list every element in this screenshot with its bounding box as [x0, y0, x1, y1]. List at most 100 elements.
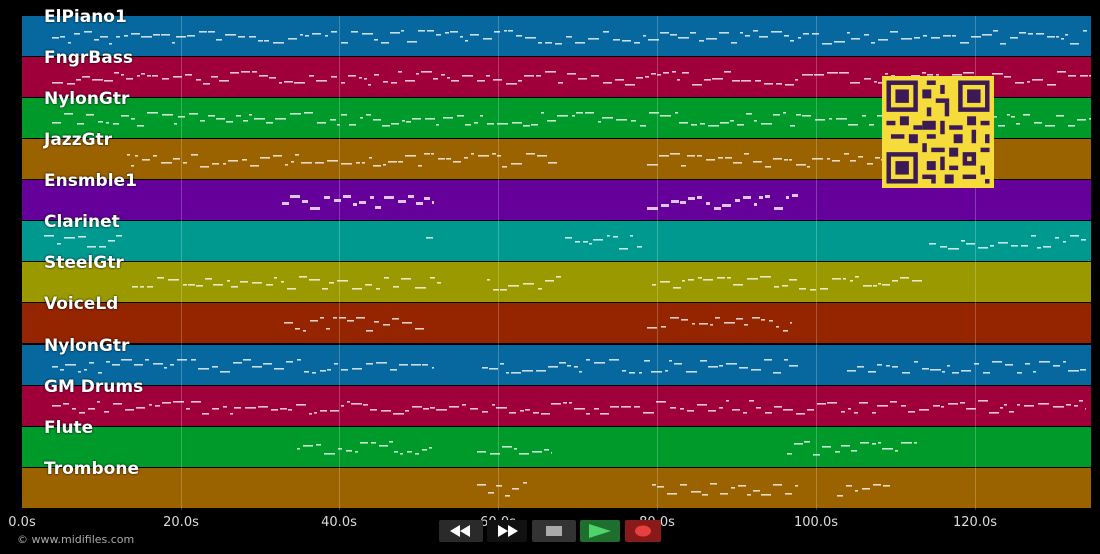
record-button[interactable]: [625, 520, 661, 542]
note: [724, 322, 735, 324]
note: [640, 125, 646, 127]
note: [744, 153, 749, 155]
note: [356, 162, 360, 164]
track-lane[interactable]: [22, 16, 1091, 56]
note: [450, 31, 458, 33]
note: [355, 451, 358, 453]
note: [892, 280, 898, 282]
note: [859, 402, 868, 404]
note: [795, 485, 798, 487]
rewind-button[interactable]: [439, 520, 483, 542]
note: [538, 42, 542, 44]
note: [412, 406, 422, 408]
note: [1016, 123, 1020, 125]
note: [285, 164, 288, 166]
note: [890, 401, 897, 403]
note: [841, 445, 850, 447]
note: [134, 364, 143, 366]
note-overlay: [44, 30, 1091, 497]
note: [351, 403, 362, 405]
note: [242, 159, 247, 161]
note: [480, 115, 483, 117]
note: [576, 112, 583, 114]
note: [519, 453, 529, 455]
note: [572, 115, 575, 117]
note: [273, 42, 284, 44]
note: [200, 120, 205, 122]
track-lane[interactable]: [22, 427, 1091, 467]
note: [430, 277, 435, 279]
track-name: SteelGtr: [44, 253, 124, 273]
note: [773, 158, 782, 160]
note: [309, 413, 312, 415]
note: [86, 114, 94, 116]
track-lane[interactable]: [22, 468, 1091, 508]
note: [351, 31, 358, 33]
note: [686, 371, 697, 373]
note: [98, 121, 103, 123]
note: [99, 246, 106, 248]
note: [173, 76, 182, 78]
note: [432, 367, 434, 369]
note: [1068, 125, 1075, 127]
note: [493, 289, 499, 291]
note: [877, 364, 882, 366]
note: [878, 82, 882, 84]
note: [391, 123, 399, 125]
track-lane[interactable]: [22, 303, 1091, 343]
note: [316, 80, 327, 82]
play-button[interactable]: [580, 520, 620, 542]
note: [415, 287, 426, 289]
note: [783, 330, 788, 332]
note: [1025, 363, 1030, 365]
note: [114, 72, 119, 74]
note: [737, 124, 744, 126]
note: [890, 31, 898, 33]
fast-forward-button[interactable]: [487, 520, 527, 542]
note: [191, 401, 201, 403]
track-lane[interactable]: [22, 386, 1091, 426]
track-lane[interactable]: [22, 345, 1091, 385]
note: [588, 38, 599, 40]
note: [418, 30, 425, 32]
note: [1053, 406, 1064, 408]
note: [847, 370, 856, 372]
note: [64, 113, 73, 115]
stop-button[interactable]: [532, 520, 576, 542]
note: [147, 75, 151, 77]
note: [877, 405, 888, 407]
note: [1021, 245, 1028, 247]
note: [681, 165, 686, 167]
note: [460, 36, 463, 38]
track-lane[interactable]: [22, 262, 1091, 302]
note: [348, 75, 356, 77]
note: [891, 75, 895, 77]
note: [477, 80, 485, 82]
note: [317, 122, 326, 124]
note: [700, 123, 705, 125]
note: [882, 284, 890, 286]
note: [630, 235, 633, 237]
note: [324, 453, 335, 455]
note: [1065, 34, 1068, 36]
note: [88, 408, 95, 410]
note: [753, 490, 760, 492]
note: [137, 125, 144, 127]
note: [137, 75, 140, 77]
note: [164, 367, 167, 369]
note: [900, 277, 909, 279]
note: [282, 202, 289, 205]
note: [405, 155, 416, 157]
record-icon: [635, 525, 651, 537]
note: [839, 72, 849, 74]
note: [738, 485, 746, 487]
note: [131, 118, 135, 120]
time-tick: 120.0s: [953, 515, 997, 530]
note: [719, 32, 729, 34]
note: [518, 80, 522, 82]
note: [794, 443, 803, 445]
note: [191, 154, 198, 156]
note: [545, 42, 552, 44]
track-lane[interactable]: [22, 221, 1091, 261]
note: [281, 281, 284, 283]
